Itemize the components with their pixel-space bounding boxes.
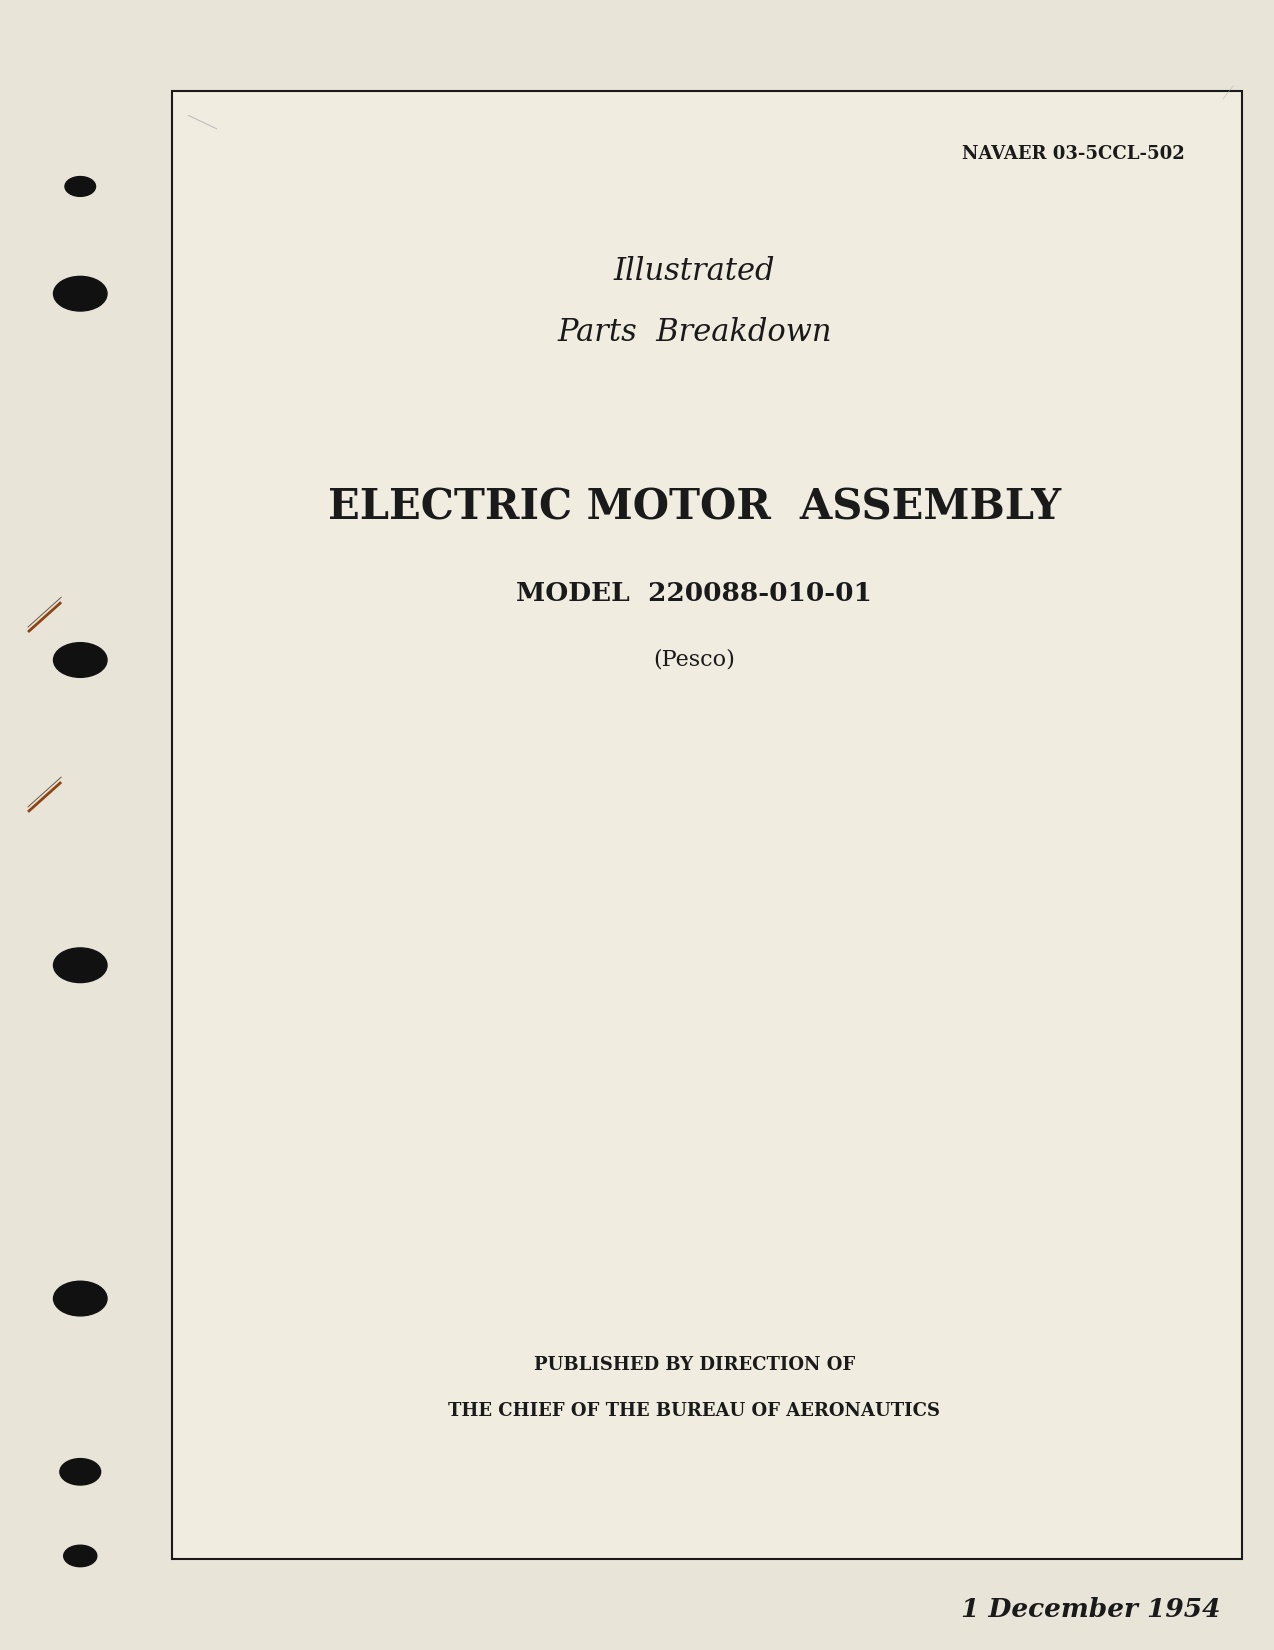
Ellipse shape <box>54 276 107 310</box>
Text: (Pesco): (Pesco) <box>654 648 735 670</box>
Ellipse shape <box>65 177 96 196</box>
Bar <box>172 91 1242 1559</box>
Text: PUBLISHED BY DIRECTION OF: PUBLISHED BY DIRECTION OF <box>534 1356 855 1374</box>
Ellipse shape <box>54 947 107 983</box>
Ellipse shape <box>60 1459 101 1485</box>
Text: MODEL  220088-010-01: MODEL 220088-010-01 <box>516 581 873 606</box>
Text: NAVAER 03-5CCL-502: NAVAER 03-5CCL-502 <box>962 145 1185 163</box>
Text: Parts  Breakdown: Parts Breakdown <box>557 317 832 348</box>
Text: Illustrated: Illustrated <box>614 256 775 287</box>
Ellipse shape <box>54 642 107 676</box>
Ellipse shape <box>54 1280 107 1317</box>
Text: 1 December 1954: 1 December 1954 <box>961 1597 1220 1622</box>
Text: ELECTRIC MOTOR  ASSEMBLY: ELECTRIC MOTOR ASSEMBLY <box>327 487 1061 528</box>
Text: THE CHIEF OF THE BUREAU OF AERONAUTICS: THE CHIEF OF THE BUREAU OF AERONAUTICS <box>448 1402 940 1421</box>
Ellipse shape <box>64 1544 97 1568</box>
